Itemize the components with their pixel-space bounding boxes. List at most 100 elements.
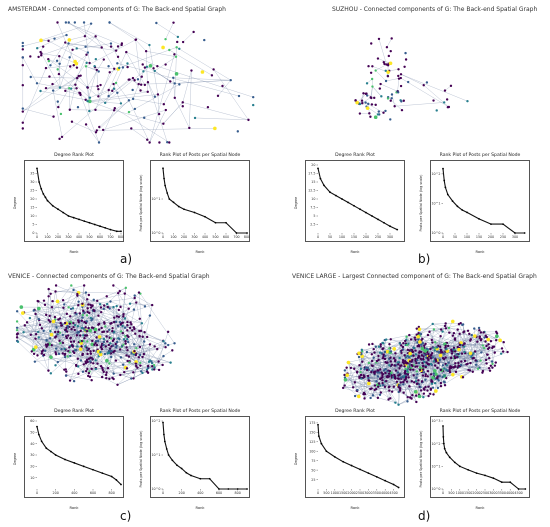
graph-edge — [126, 51, 158, 67]
graph-edge — [123, 344, 130, 362]
graph-node — [371, 364, 374, 368]
graph-node — [438, 358, 441, 362]
graph-edge — [383, 354, 406, 372]
series-line — [442, 168, 525, 234]
graph-node — [474, 363, 478, 367]
graph-node — [411, 393, 414, 397]
graph-node — [173, 342, 176, 345]
graph-node — [390, 93, 394, 96]
x-axis-label: Rank — [69, 506, 79, 510]
x-tick-label: 400 — [202, 235, 208, 239]
graph-node — [390, 390, 394, 393]
graph-node — [150, 303, 154, 307]
graph-edge — [94, 310, 118, 317]
graph-node — [237, 94, 241, 98]
graph-node — [398, 389, 402, 392]
graph-node — [123, 326, 127, 329]
graph-edge — [360, 349, 363, 369]
graph-edge — [113, 98, 134, 111]
x-tick-label: 800 — [244, 235, 250, 239]
graph-edge — [70, 75, 81, 89]
graph-node — [132, 326, 136, 329]
graph-edge — [126, 344, 151, 348]
graph-edge — [496, 333, 508, 353]
data-point — [325, 450, 328, 453]
graph-edge — [131, 318, 140, 325]
graph-edge — [43, 300, 71, 323]
graph-node — [477, 326, 481, 330]
graph-node — [422, 392, 426, 395]
graph-node — [479, 359, 482, 362]
data-point — [246, 232, 248, 234]
graph-node — [161, 45, 165, 50]
graph-node — [93, 330, 97, 334]
graph-node — [412, 374, 415, 377]
graph-edge — [87, 69, 97, 102]
graph-node — [386, 370, 389, 373]
graph-edge — [45, 296, 49, 315]
graph-node — [47, 369, 50, 372]
graph-node — [463, 330, 466, 333]
graph-node — [89, 22, 93, 25]
graph-node — [148, 343, 152, 346]
graph-edge — [55, 291, 63, 326]
graph-edge — [123, 344, 130, 357]
graph-edge — [364, 388, 371, 399]
x-axis-label: Rank — [195, 250, 205, 254]
graph-node — [72, 350, 75, 353]
graph-node — [94, 367, 98, 371]
graph-node — [136, 78, 140, 81]
graph-node — [112, 109, 116, 112]
graph-node — [84, 123, 88, 126]
data-point — [51, 204, 54, 207]
graph-edge — [383, 354, 429, 365]
graph-edge — [147, 82, 168, 143]
graph-node — [343, 377, 348, 382]
graph-node — [415, 400, 418, 404]
graph-node — [426, 375, 429, 378]
graph-edge — [346, 375, 358, 391]
graph-node — [389, 397, 392, 400]
graph-edge — [103, 323, 111, 332]
graph-node — [443, 381, 446, 384]
graph-edge — [99, 100, 130, 128]
y-tick-label: 40 — [30, 442, 34, 446]
graph-node — [84, 98, 87, 101]
graph-node — [70, 327, 73, 331]
graph-node — [460, 360, 463, 363]
graph-node — [404, 58, 408, 61]
graph-edge — [378, 38, 387, 65]
graph-edge — [383, 343, 391, 353]
graph-node — [402, 391, 405, 394]
y-tick-label: 10 — [30, 476, 34, 480]
graph-node — [386, 97, 390, 100]
graph-node — [74, 363, 78, 367]
graph-node — [445, 347, 448, 351]
graph-node — [55, 299, 60, 304]
graph-edge — [123, 330, 142, 340]
graph-node — [423, 360, 426, 364]
graph-edge — [64, 341, 80, 356]
graph-node — [111, 329, 114, 333]
graph-node — [23, 324, 26, 327]
graph-edge — [450, 351, 456, 368]
graph-edge — [483, 332, 501, 341]
data-point — [73, 462, 76, 464]
graph-node — [64, 41, 67, 44]
series-line — [162, 168, 247, 234]
graph-node — [408, 363, 411, 366]
graph-node — [77, 304, 80, 307]
graph-node — [81, 302, 84, 305]
graph-node — [153, 69, 156, 73]
graph-edge — [374, 371, 412, 399]
y-tick-label: 20 — [30, 197, 34, 201]
graph-node — [69, 336, 73, 340]
graph-edge — [89, 89, 109, 98]
data-point — [448, 456, 451, 459]
graph-node — [407, 355, 411, 359]
graph-node — [156, 93, 160, 96]
data-point — [88, 221, 91, 224]
graph-node — [113, 316, 116, 319]
graph-node — [57, 105, 60, 109]
graph-edge — [98, 340, 153, 367]
